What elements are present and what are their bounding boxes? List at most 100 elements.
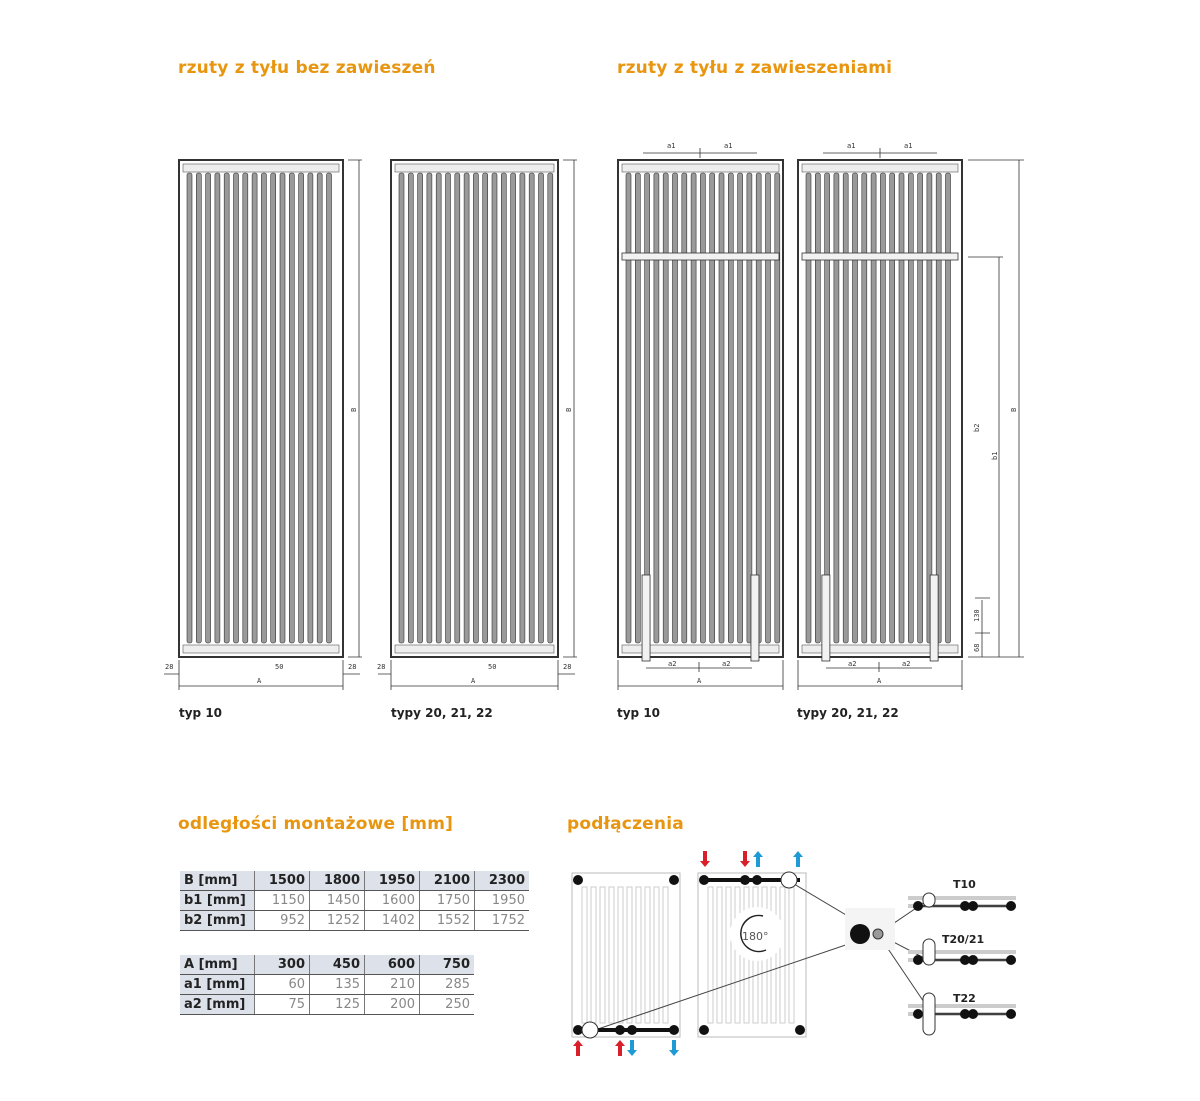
radiator-fin bbox=[473, 172, 479, 644]
valve-marker bbox=[922, 992, 936, 1036]
radiator-fin bbox=[774, 172, 781, 644]
radiator-fin bbox=[842, 172, 849, 644]
arrow-down-icon bbox=[669, 1040, 679, 1056]
arrow-up-icon bbox=[753, 851, 763, 867]
type-pipe bbox=[908, 950, 1016, 954]
title-mounting-distances: odległości montażowe [mm] bbox=[178, 814, 454, 834]
panel-fin bbox=[662, 886, 669, 1024]
dim-50-1: 50 bbox=[275, 663, 283, 671]
radiator-fin bbox=[326, 172, 332, 644]
panel-fin bbox=[725, 886, 732, 1024]
dim-B-1: B bbox=[350, 408, 358, 412]
table-A-distances: A [mm] 300 450 600 750 a1 [mm] 60 135 210 285 a2… bbox=[180, 955, 474, 1015]
connection-point bbox=[968, 1009, 978, 1019]
radiator-fin bbox=[861, 172, 868, 644]
dim-a2-3: a2 bbox=[848, 660, 856, 668]
rotation-circle bbox=[730, 907, 784, 961]
caption-typy20-b: typy 20, 21, 22 bbox=[797, 706, 899, 720]
valve-marker bbox=[780, 871, 798, 889]
dim-68: 68 bbox=[973, 644, 981, 652]
radiator-fin bbox=[242, 172, 249, 644]
radiator-bottom-collector bbox=[621, 644, 780, 654]
connection-point bbox=[1006, 901, 1016, 911]
arrow-up-icon bbox=[615, 1040, 625, 1056]
dim-50-2: 50 bbox=[488, 663, 496, 671]
radiator-fin bbox=[926, 172, 933, 644]
radiator-typy20-plain bbox=[390, 159, 559, 658]
radiator-fin bbox=[500, 172, 507, 644]
panel-fin bbox=[635, 886, 642, 1024]
radiator-fin bbox=[653, 172, 660, 644]
radiator-fin bbox=[279, 172, 286, 644]
valve-marker bbox=[922, 938, 936, 966]
radiator-fin bbox=[251, 172, 258, 644]
panel-fin bbox=[617, 886, 624, 1024]
dim-28-1: 28 bbox=[165, 663, 173, 671]
radiator-fin bbox=[945, 172, 951, 644]
radiator-fin bbox=[935, 172, 942, 644]
panel-fin bbox=[779, 886, 786, 1024]
table-row: b2 [mm] 952 1252 1402 1552 1752 bbox=[180, 910, 529, 931]
panel-fin bbox=[581, 886, 588, 1024]
table-B-distances: B [mm] 1500 1800 1950 2100 2300 b1 [mm] 1150 14… bbox=[180, 871, 529, 931]
dim-a2-1: a2 bbox=[668, 660, 676, 668]
radiator-fin bbox=[407, 172, 414, 644]
connections-diagram: 180° T10 T20/21 T22 bbox=[571, 851, 1016, 1056]
radiator-fin bbox=[445, 172, 451, 644]
caption-typy20-a: typy 20, 21, 22 bbox=[391, 706, 493, 720]
radiator-fin bbox=[547, 172, 554, 644]
radiator-fin bbox=[870, 172, 877, 644]
radiator-fin bbox=[727, 172, 734, 644]
dim-a1-1: a1 bbox=[667, 142, 675, 150]
radiator-fin bbox=[690, 172, 697, 644]
title-connections: podłączenia bbox=[567, 814, 684, 834]
connection-point bbox=[960, 901, 970, 911]
radiator-fin bbox=[718, 172, 725, 644]
radiator-fin bbox=[270, 172, 277, 644]
connection-point bbox=[573, 875, 583, 885]
radiator-fin bbox=[898, 172, 905, 644]
dim-B-2: B bbox=[565, 408, 573, 412]
dim-a2-4: a2 bbox=[902, 660, 910, 668]
radiator-fin bbox=[307, 172, 314, 644]
radiator-fin bbox=[672, 172, 678, 644]
table-row: a2 [mm] 75 125 200 250 bbox=[180, 994, 474, 1015]
radiator-fin bbox=[833, 172, 840, 644]
radiator-top-collector bbox=[394, 163, 555, 173]
dim-a1-4: a1 bbox=[904, 142, 912, 150]
caption-typ10-a: typ 10 bbox=[179, 706, 223, 720]
connection-point bbox=[913, 955, 923, 965]
radiator-fin bbox=[889, 172, 896, 644]
bottom-bracket bbox=[641, 574, 651, 662]
connection-point bbox=[699, 1025, 709, 1035]
radiator-fin bbox=[482, 172, 489, 644]
radiator-typy20-hangers bbox=[797, 159, 963, 662]
table-row: b1 [mm] 1150 1450 1600 1750 1950 bbox=[180, 890, 529, 911]
arrow-down-icon bbox=[740, 851, 750, 867]
radiator-fin bbox=[510, 172, 516, 644]
arrow-down-icon bbox=[700, 851, 710, 867]
radiator-fin bbox=[917, 172, 923, 644]
arrow-down-icon bbox=[627, 1040, 637, 1056]
radiator-fin bbox=[662, 172, 669, 644]
panel-fin bbox=[734, 886, 741, 1024]
dim-a1-2: a1 bbox=[724, 142, 732, 150]
type-T10: T10 bbox=[953, 878, 976, 891]
bottom-bracket bbox=[929, 574, 939, 662]
radiator-fin bbox=[538, 172, 544, 644]
radiator-bottom-collector bbox=[394, 644, 555, 654]
radiator-fin bbox=[463, 172, 470, 644]
radiator-fin bbox=[709, 172, 716, 644]
connection-point bbox=[913, 1009, 923, 1019]
connection-point bbox=[960, 955, 970, 965]
table-header-row: A [mm] 300 450 600 750 bbox=[180, 955, 474, 975]
panel-fin bbox=[626, 886, 633, 1024]
title-with-hangers: rzuty z tyłu z zawieszeniami bbox=[617, 58, 893, 78]
radiator-fin bbox=[519, 172, 526, 644]
dim-b1: b1 bbox=[991, 452, 999, 460]
radiator-fin bbox=[755, 172, 762, 644]
dim-a1-3: a1 bbox=[847, 142, 855, 150]
dimension-lines bbox=[164, 148, 1024, 690]
title-without-hangers: rzuty z tyłu bez zawieszeń bbox=[178, 58, 436, 78]
